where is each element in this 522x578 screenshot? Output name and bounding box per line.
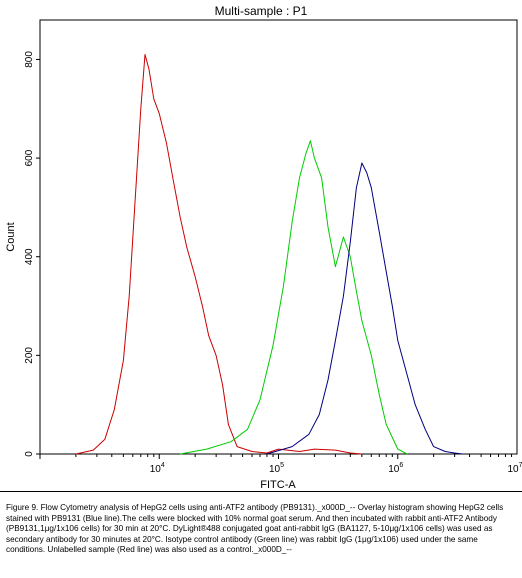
plot-frame	[39, 19, 518, 455]
x-tick-label: 105	[269, 462, 284, 475]
x-tick-exponent: 4	[161, 462, 165, 469]
figure-caption: Figure 9. Flow Cytometry analysis of Hep…	[6, 503, 504, 555]
series-group	[75, 54, 463, 455]
y-tick-label: 800	[24, 51, 35, 68]
x-tick-base: 10	[150, 464, 162, 475]
x-axis-label: FITC-A	[260, 479, 296, 491]
x-tick-label: 106	[388, 462, 403, 475]
y-axis-label: Count	[5, 222, 17, 251]
series-line-2	[266, 162, 463, 455]
series-line-1	[180, 140, 408, 455]
series-line-0	[75, 54, 362, 455]
figure-separator	[0, 491, 522, 492]
chart-title: Multi-sample : P1	[215, 4, 308, 18]
y-tick-label: 0	[24, 451, 35, 457]
x-tick-label: 107	[507, 462, 522, 475]
x-tick-exponent: 5	[280, 462, 284, 469]
y-tick-label: 200	[24, 347, 35, 364]
x-tick-base: 10	[388, 464, 400, 475]
y-tick-label: 400	[24, 248, 35, 265]
x-tick-exponent: 6	[399, 462, 403, 469]
x-tick-base: 10	[269, 464, 281, 475]
x-tick-exponent: 7	[519, 462, 522, 469]
y-tick-label: 600	[24, 149, 35, 166]
x-tick-base: 10	[507, 464, 519, 475]
x-tick-label: 104	[150, 462, 165, 475]
